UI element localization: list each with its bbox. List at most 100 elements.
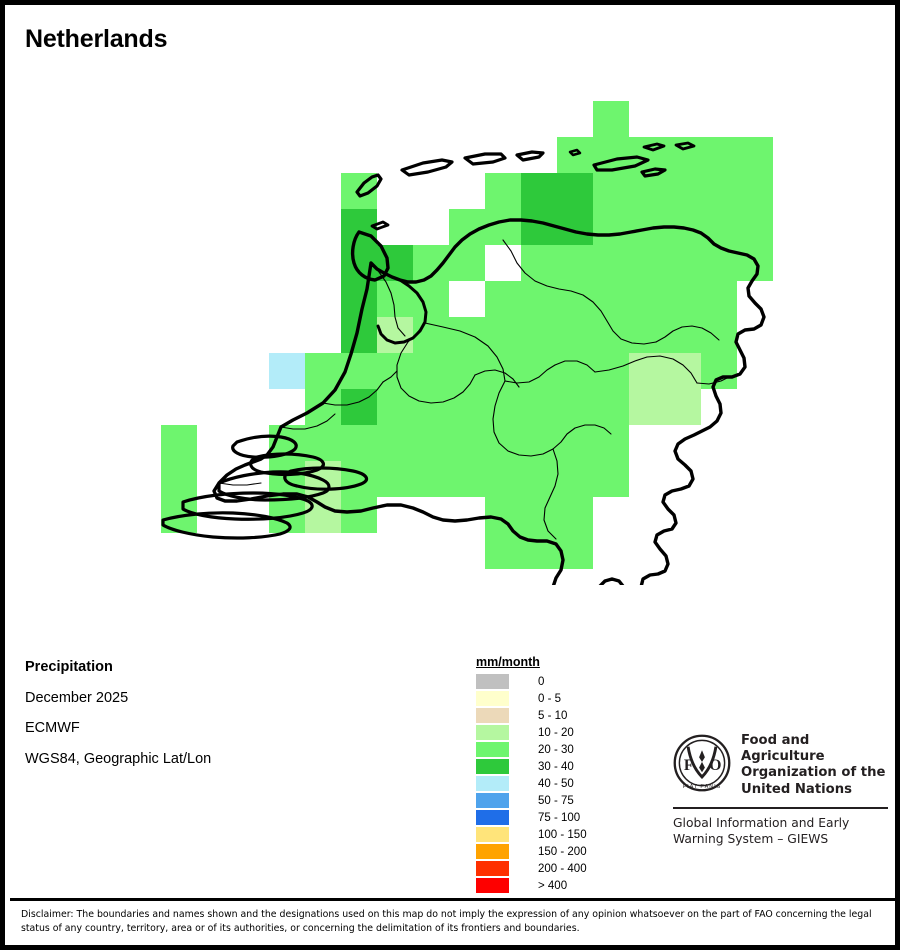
legend-swatch (476, 776, 509, 791)
raster-cell (521, 209, 557, 245)
raster-cell (341, 209, 377, 245)
raster-cell (521, 461, 557, 497)
legend-row: 75 - 100 (471, 809, 587, 826)
raster-cell (161, 425, 197, 461)
raster-cell (665, 317, 701, 353)
legend-row: 150 - 200 (471, 843, 587, 860)
svg-text:F: F (684, 757, 694, 774)
raster-cell (521, 353, 557, 389)
raster-cell (737, 209, 773, 245)
raster-cell (557, 245, 593, 281)
raster-cell (413, 353, 449, 389)
raster-cell (665, 245, 701, 281)
legend-swatch (476, 691, 509, 706)
raster-cell (557, 173, 593, 209)
legend-row: 200 - 400 (471, 860, 587, 877)
legend-label: > 400 (538, 879, 568, 892)
raster-cell (521, 317, 557, 353)
raster-cell (701, 281, 737, 317)
raster-cell (593, 389, 629, 425)
raster-cell (593, 245, 629, 281)
raster-cell (377, 389, 413, 425)
disclaimer-text: Disclaimer: The boundaries and names sho… (21, 909, 872, 934)
legend-label: 40 - 50 (538, 777, 574, 790)
legend-label: 0 - 5 (538, 692, 562, 705)
raster-cell (485, 173, 521, 209)
raster-cell (557, 461, 593, 497)
legend-swatch (476, 844, 509, 859)
legend-row: 30 - 40 (471, 758, 587, 775)
raster-cell (557, 389, 593, 425)
fao-logo-icon: F O FIAT PANIS (673, 734, 731, 792)
legend-row: 40 - 50 (471, 775, 587, 792)
legend-label: 10 - 20 (538, 726, 574, 739)
raster-cell (593, 209, 629, 245)
raster-cell (377, 353, 413, 389)
legend-row: 10 - 20 (471, 724, 587, 741)
giews-line-1: Global Information and Early (673, 815, 850, 830)
raster-cell (377, 425, 413, 461)
fao-org-line-2: Organization of the (741, 765, 886, 781)
raster-cell (557, 281, 593, 317)
raster-cell (593, 317, 629, 353)
map-metadata: Precipitation December 2025 ECMWF WGS84,… (25, 660, 211, 782)
legend-swatch (476, 878, 509, 893)
raster-cell (449, 389, 485, 425)
legend-rows: 0 0 - 5 5 - 10 10 - 20 20 - 30 30 - 40 40 - 50… (471, 673, 587, 894)
raster-cell (161, 461, 197, 497)
fao-branding: F O FIAT PANIS Food and Agriculture Orga… (673, 733, 888, 848)
legend-label: 0 (538, 675, 545, 688)
raster-cell (521, 389, 557, 425)
raster-cell (341, 425, 377, 461)
raster-cell (413, 389, 449, 425)
raster-cell (449, 209, 485, 245)
raster-cell (629, 173, 665, 209)
national-boundary (350, 230, 390, 282)
raster-cell (377, 461, 413, 497)
raster-cell (341, 461, 377, 497)
raster-cell (665, 173, 701, 209)
legend-swatch (476, 810, 509, 825)
raster-cell (485, 425, 521, 461)
raster-cell (701, 353, 737, 389)
legend-swatch (476, 674, 509, 689)
legend-row: 50 - 75 (471, 792, 587, 809)
raster-cell (737, 173, 773, 209)
raster-cell (485, 497, 521, 533)
raster-cell (629, 317, 665, 353)
raster-cell (557, 425, 593, 461)
raster-cell (413, 317, 449, 353)
precipitation-map (5, 65, 895, 585)
legend-label: 30 - 40 (538, 760, 574, 773)
raster-cell (449, 317, 485, 353)
raster-cell (593, 425, 629, 461)
raster-cell (269, 461, 305, 497)
raster-cell (701, 173, 737, 209)
legend-swatch (476, 861, 509, 876)
ijsselmeer (376, 278, 428, 345)
legend-label: 5 - 10 (538, 709, 568, 722)
raster-cell (593, 101, 629, 137)
raster-cell (485, 317, 521, 353)
raster-cell (593, 461, 629, 497)
wadden-islands (355, 173, 383, 198)
raster-cell (521, 497, 557, 533)
raster-cell (629, 389, 665, 425)
raster-cell (413, 461, 449, 497)
raster-cell (485, 461, 521, 497)
zeeland-islands (161, 434, 369, 540)
raster-cell (701, 317, 737, 353)
raster-cell (485, 389, 521, 425)
raster-cell (341, 281, 377, 317)
raster-cell (305, 389, 341, 425)
fao-org-line-1: Food and Agriculture (741, 733, 825, 765)
disclaimer-divider (10, 898, 895, 901)
metadata-source: ECMWF (25, 720, 80, 736)
raster-cell (413, 425, 449, 461)
raster-cell (665, 281, 701, 317)
legend-swatch (476, 793, 509, 808)
legend-label: 200 - 400 (538, 862, 587, 875)
raster-cell (449, 245, 485, 281)
metadata-period: December 2025 (25, 689, 129, 706)
